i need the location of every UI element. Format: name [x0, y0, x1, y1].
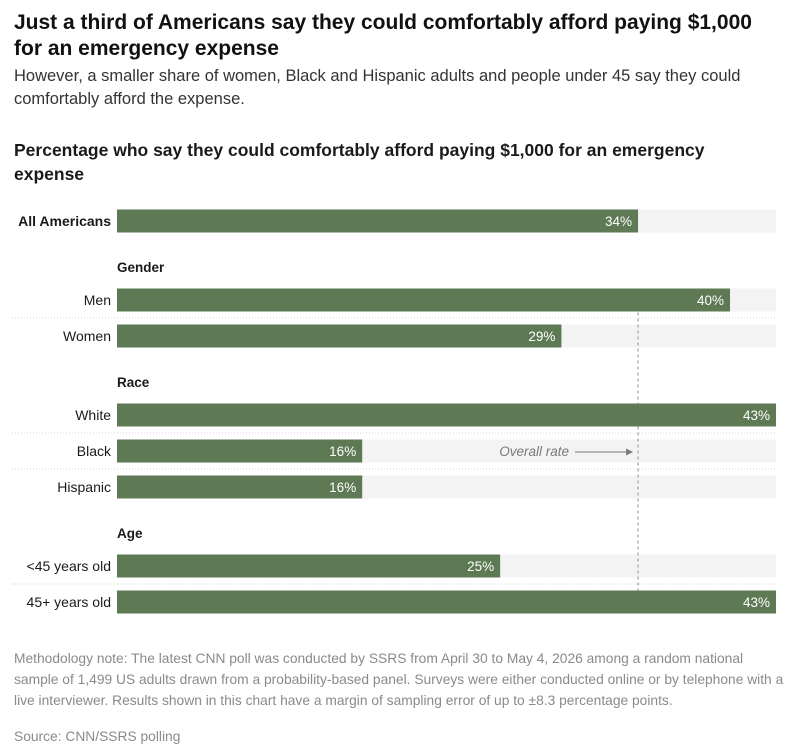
group-label: Age	[117, 526, 143, 541]
bar	[117, 403, 776, 427]
data-label: 25%	[467, 559, 494, 574]
methodology-note: Methodology note: The latest CNN poll wa…	[14, 651, 784, 708]
bar	[117, 554, 501, 578]
source-note: Source: CNN/SSRS polling	[14, 729, 181, 744]
overall-rate-annotation: Overall rate	[499, 444, 569, 459]
annotation-arrow-head	[626, 448, 634, 456]
category-label: 45+ years old	[27, 594, 111, 610]
bar	[117, 439, 363, 463]
category-label: Black	[77, 443, 112, 459]
group-label: Race	[117, 375, 150, 390]
data-label: 43%	[743, 595, 770, 610]
bar	[117, 209, 639, 233]
category-label: All Americans	[18, 213, 111, 229]
data-label: 29%	[528, 329, 555, 344]
headline: Just a third of Americans say they could…	[14, 11, 752, 60]
group-label: Gender	[117, 260, 165, 275]
bar	[117, 475, 363, 499]
bar	[117, 590, 776, 614]
bar	[117, 324, 562, 348]
subheadline: However, a smaller share of women, Black…	[14, 67, 741, 108]
category-label: Men	[84, 292, 111, 308]
data-label: 34%	[605, 214, 632, 229]
chart-title: Percentage who say they could comfortabl…	[14, 140, 705, 184]
category-label: <45 years old	[27, 558, 111, 574]
category-label: White	[75, 407, 111, 423]
data-label: 16%	[329, 480, 356, 495]
data-label: 43%	[743, 408, 770, 423]
data-label: 40%	[697, 293, 724, 308]
bar	[117, 288, 731, 312]
bar-chart: Gender Race Age All Americans 34% Men 40% Women…	[12, 209, 776, 614]
category-label: Hispanic	[57, 479, 111, 495]
category-label: Women	[63, 328, 111, 344]
data-label: 16%	[329, 444, 356, 459]
